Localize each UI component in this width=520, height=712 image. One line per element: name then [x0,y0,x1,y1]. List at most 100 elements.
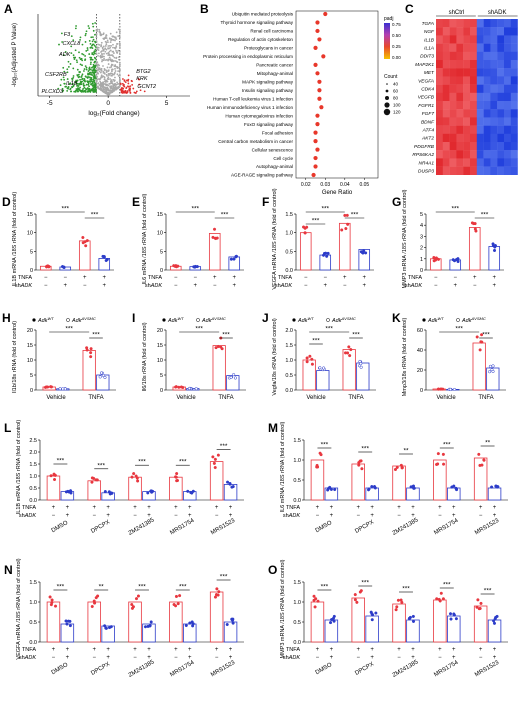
c-heat-cell [463,150,471,159]
a-point-down [86,80,89,83]
bar-point [373,486,377,490]
a-point-ns [102,81,105,84]
a-point-ns [117,85,120,88]
bar-y-tick-label: 2.5 [29,438,37,444]
a-point-down [88,53,91,55]
sig-stars: *** [65,326,73,333]
bar-y-label: MMP3 mRNA /18S rRNA (fold of control) [280,559,286,658]
b-pathway-label: Human T-cell leukemia virus 1 infection [213,96,293,101]
bar-point [175,479,179,483]
bar-point [495,614,499,618]
bar-point [470,221,474,225]
a-point-down [71,83,74,85]
sig-stars: ** [485,440,491,447]
sig-stars: *** [451,206,459,213]
bar-point [45,265,49,269]
bar-point [491,364,495,368]
bar-point [346,222,350,226]
a-point-ns [102,65,104,67]
a-point-ns [113,56,116,59]
a-point-ns [109,58,112,61]
a-point-down [64,51,67,53]
a-point-ns [99,54,102,57]
c-heat-cell [510,142,518,151]
bar-point [439,591,443,595]
condition-sign: − [438,655,442,661]
bar-y-tick-label: 20 [157,328,163,334]
c-heat-cell [456,125,464,134]
c-heat-cell [436,60,443,69]
legend-ko-gene: Adk [461,318,472,324]
c-heat-cell [456,19,464,28]
c-heat-cell [442,35,450,44]
panel-letter: M [268,421,278,435]
sig-stars: *** [455,326,463,333]
bar-point [177,385,181,389]
c-heat-cell [456,60,464,69]
a-point-down [78,88,81,91]
bar-point [103,624,107,628]
bar-point [492,248,497,252]
bar-y-tick-label: 15 [157,212,163,218]
a-point-ns [100,74,103,77]
bar-point [340,228,344,232]
bar [468,227,481,271]
a-point-down [63,70,66,73]
bar-y-tick-label: 1.5 [293,438,301,444]
bar-y-tick-label: 0.5 [285,249,293,255]
bar-point [432,255,436,260]
bar-point [316,599,320,603]
sig-stars: *** [443,582,451,589]
c-heat-cell [476,51,484,61]
bar-point [179,385,183,389]
a-point-ns [107,78,110,81]
condition-sign: − [316,513,320,519]
legend-wt-sup: WT [307,316,314,321]
bar-y-tick-label: 5 [30,249,33,255]
bar [212,345,226,391]
c-heat-cell [470,27,477,36]
sig-stars: *** [220,443,228,450]
a-point-ns [101,60,103,63]
bar-point [225,622,229,627]
c-heat-cell [456,35,464,44]
condition-sign: + [356,505,360,511]
c-gene-label: IL1B [424,37,435,43]
a-point-ns [97,66,99,69]
a-point-ns [101,46,104,49]
c-heat-cell [483,35,491,44]
a-point-down [84,55,86,57]
a-point-down [93,83,96,86]
b-count-tick: 80 [393,96,399,101]
b-dot [315,28,320,34]
bar-point [94,596,98,600]
a-point-down [79,86,81,89]
a-point-ns [109,66,111,69]
a-point-down [72,76,75,79]
b-dot [321,54,326,59]
bar-point [374,611,378,615]
bar-point [104,258,108,263]
bar-point [450,485,454,489]
a-point-ns [111,59,114,62]
bar-point [195,265,199,269]
bar-point [399,463,403,467]
c-gene-label: MAP2K1 [415,62,434,68]
bar [299,232,312,271]
a-point-up [137,78,140,80]
a-point-ns [113,60,115,62]
c-gene-label: ATF4 [422,128,435,134]
c-heat-cell [463,43,471,52]
bar-point [213,595,218,599]
bar-point [313,605,317,609]
b-count-title: Count [384,74,398,80]
bar-point [134,597,139,601]
condition-sign: + [370,655,374,661]
a-point-down [94,57,97,60]
legend-wt-sup: WT [47,316,54,321]
a-point-down [83,90,86,93]
a-point-ns [95,67,98,70]
a-point-ns [107,41,109,44]
a-point-down [60,32,63,35]
a-point-down [81,80,84,83]
